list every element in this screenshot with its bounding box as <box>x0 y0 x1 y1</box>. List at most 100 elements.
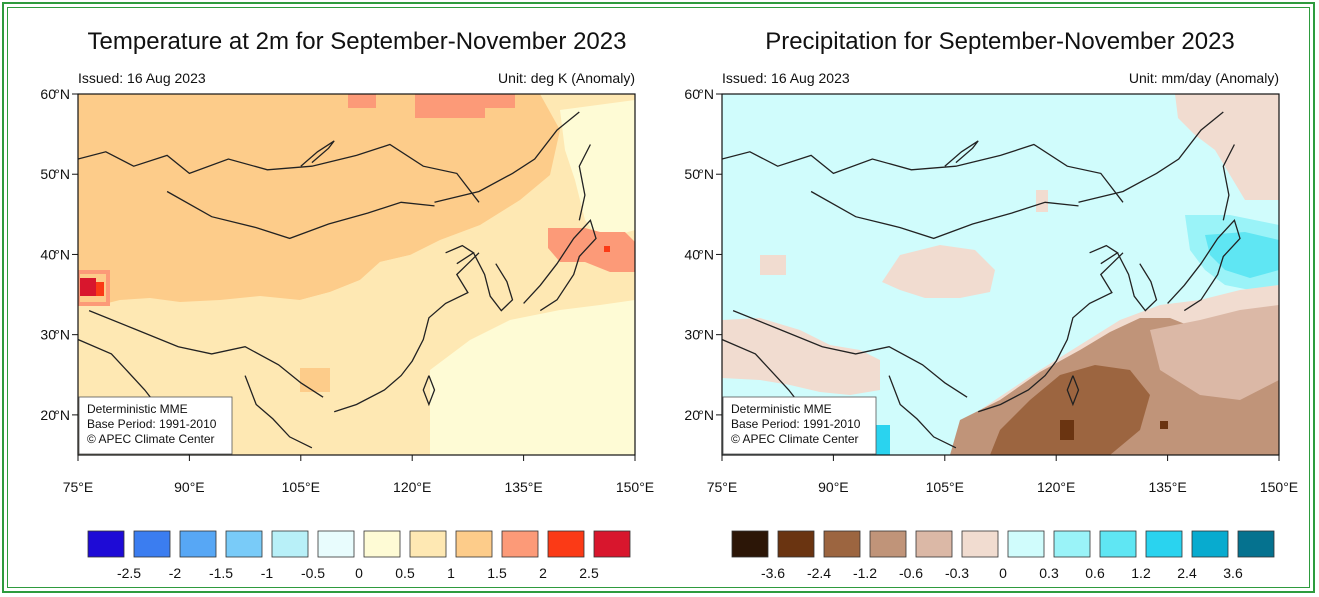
temp-field-south-patch <box>300 368 330 392</box>
temperature-note-2: Base Period: 1991-2010 <box>87 417 217 431</box>
colorbar-label: 0 <box>999 565 1007 581</box>
coastline <box>300 140 335 167</box>
colorbar-label: -0.6 <box>899 565 923 581</box>
colorbar-label: -2.4 <box>807 565 831 581</box>
precipitation-map-border <box>721 93 1280 456</box>
colorbar-swatch <box>547 530 585 558</box>
temperature-note-3: © APEC Climate Center <box>87 432 215 446</box>
y-tick-unit: °N <box>698 407 714 423</box>
precipitation-note-2: Base Period: 1991-2010 <box>731 417 861 431</box>
x-tick-label: 135°E <box>504 479 542 495</box>
precipitation-colorbar: -3.6 -2.4 -1.2 -0.6 -0.3 0 0.3 0.6 1.2 2.4 3.6 <box>731 530 1275 581</box>
coastline <box>88 309 324 398</box>
colorbar-swatch <box>593 530 631 558</box>
temperature-colorbar: -2.5 -2 -1.5 -1 -0.5 0 0.5 1 1.5 2 2.5 <box>87 530 631 581</box>
y-tick-label: 60 <box>684 86 700 102</box>
colorbar-swatch <box>317 530 355 558</box>
temperature-axes: 75°E 90°E 105°E 120°E 135°E 150°E60°N50°N40°N… <box>40 86 654 495</box>
temperature-map <box>78 94 635 455</box>
y-tick-unit: °N <box>54 166 70 182</box>
y-tick-label: 40 <box>40 246 56 262</box>
colorbar-label: 1 <box>447 565 455 581</box>
coastline <box>722 143 1124 203</box>
coastline <box>472 252 514 312</box>
colorbar-swatch <box>455 530 493 558</box>
temp-field-china-south <box>230 250 450 400</box>
precipitation-axes: 75°E 90°E 105°E 120°E 135°E 150°E60°N50°N40°N… <box>684 86 1298 495</box>
colorbar-label: 0 <box>355 565 363 581</box>
x-tick-label: 150°E <box>1260 479 1298 495</box>
x-tick-label: 75°E <box>707 479 738 495</box>
inner-frame <box>7 7 1310 588</box>
temp-field-north-patch3 <box>415 108 485 118</box>
colorbar-swatch <box>271 530 309 558</box>
coastline <box>166 190 435 240</box>
precipitation-panel: Precipitation for September-November 202… <box>684 28 1298 581</box>
coastline <box>1078 111 1224 203</box>
y-tick-label: 20 <box>40 407 56 423</box>
colorbar-label: 2 <box>539 565 547 581</box>
temperature-title: Temperature at 2m for September-November… <box>88 28 627 55</box>
colorbar-swatch <box>1007 530 1045 558</box>
temperature-note-1: Deterministic MME <box>87 402 188 416</box>
temp-field-east-light <box>560 100 635 240</box>
coastline <box>434 111 580 203</box>
temperature-map-border <box>77 93 636 456</box>
colorbar-swatch <box>961 530 999 558</box>
colorbar-label: 2.5 <box>579 565 599 581</box>
temp-field-japan-patch <box>548 228 635 272</box>
colorbar-label: 1.5 <box>487 565 507 581</box>
colorbar-label: -3.6 <box>761 565 785 581</box>
x-tick-label: 105°E <box>282 479 320 495</box>
y-tick-unit: °N <box>54 407 70 423</box>
temperature-issued: Issued: 16 Aug 2023 <box>78 70 206 86</box>
x-tick-label: 75°E <box>63 479 94 495</box>
colorbar-label: 0.5 <box>395 565 415 581</box>
y-tick-label: 20 <box>684 407 700 423</box>
colorbar-label: -2 <box>169 565 182 581</box>
y-tick-unit: °N <box>698 86 714 102</box>
colorbar-swatch <box>731 530 769 558</box>
colorbar-label: -1.5 <box>209 565 233 581</box>
precipitation-note-box: Deterministic MME Base Period: 1991-2010… <box>722 396 877 455</box>
coastline <box>888 375 957 449</box>
temperature-note-box: Deterministic MME Base Period: 1991-2010… <box>78 396 233 455</box>
y-tick-unit: °N <box>698 166 714 182</box>
y-tick-unit: °N <box>54 86 70 102</box>
precipitation-title: Precipitation for September-November 202… <box>765 28 1235 55</box>
precip-field-okhotsk <box>1175 94 1279 200</box>
colorbar-swatch <box>1191 530 1229 558</box>
temperature-panel: Temperature at 2m for September-November… <box>40 28 654 581</box>
colorbar-swatch <box>823 530 861 558</box>
colorbar-label: 1.2 <box>1131 565 1151 581</box>
y-tick-label: 30 <box>40 327 56 343</box>
colorbar-label: -0.3 <box>945 565 969 581</box>
colorbar-label: -1 <box>261 565 274 581</box>
precipitation-unit: Unit: mm/day (Anomaly) <box>1129 70 1279 86</box>
y-tick-label: 30 <box>684 327 700 343</box>
colorbar-swatch <box>1053 530 1091 558</box>
precip-field-dark-spot2 <box>1060 420 1074 440</box>
precip-field-ocean-dry <box>1150 305 1279 400</box>
temp-field-north-patch1 <box>348 94 376 108</box>
coastline <box>732 309 968 398</box>
colorbar-swatch <box>409 530 447 558</box>
coastline <box>1116 252 1158 312</box>
coastline <box>810 190 1079 240</box>
precipitation-coastlines <box>722 111 1241 455</box>
x-tick-label: 90°E <box>174 479 205 495</box>
temp-field-west-hot2 <box>96 282 104 296</box>
colorbar-label: 0.6 <box>1085 565 1105 581</box>
colorbar-label: -1.2 <box>853 565 877 581</box>
colorbar-swatch <box>501 530 539 558</box>
colorbar-swatch <box>915 530 953 558</box>
temp-field-north-patch2 <box>415 94 515 108</box>
temp-field-north <box>78 94 560 305</box>
coastline <box>244 375 313 449</box>
y-tick-label: 50 <box>684 166 700 182</box>
temperature-unit: Unit: deg K (Anomaly) <box>498 70 635 86</box>
colorbar-swatch <box>363 530 401 558</box>
colorbar-label: -2.5 <box>117 565 141 581</box>
temp-field-west-ring <box>78 270 110 306</box>
x-tick-label: 90°E <box>818 479 849 495</box>
